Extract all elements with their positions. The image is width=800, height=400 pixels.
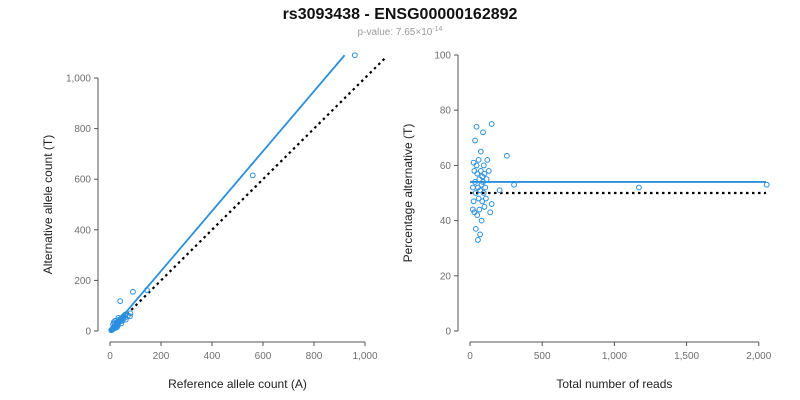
data-point	[472, 190, 479, 196]
data-point	[470, 198, 477, 205]
x-tick-label: 1,500	[674, 351, 699, 362]
x-tick-label: 0	[107, 351, 113, 362]
data-point	[476, 176, 483, 183]
data-point	[475, 237, 481, 243]
y-tick-label: 600	[74, 175, 91, 186]
data-point	[117, 298, 124, 305]
x-tick-label: 1,000	[352, 351, 377, 362]
data-point	[144, 287, 150, 293]
data-point	[488, 121, 495, 127]
data-point	[113, 324, 120, 331]
data-point	[110, 319, 117, 326]
data-point	[472, 179, 478, 185]
y-axis-label: Percentage alternative (T)	[401, 124, 415, 263]
y-tick-label: 40	[440, 216, 452, 227]
y-tick-label: 0	[85, 327, 91, 338]
data-point	[474, 212, 481, 218]
data-point	[115, 314, 122, 321]
data-point	[483, 176, 490, 183]
data-point	[478, 217, 485, 224]
y-tick-label: 60	[440, 161, 452, 172]
data-point	[473, 123, 480, 130]
data-point	[475, 195, 482, 202]
x-tick-label: 0	[467, 351, 473, 362]
y-tick-label: 100	[434, 51, 451, 62]
data-point	[496, 187, 503, 194]
data-point	[480, 190, 487, 196]
data-point	[351, 52, 358, 59]
data-point	[477, 231, 484, 238]
allele-count-scatter-panel: 0 200 400 600 800 1,000 0 200 400 600 800 1,000 Refe…	[41, 52, 387, 391]
y-tick-label: 800	[74, 124, 91, 135]
data-point	[487, 209, 494, 216]
fit-line	[109, 54, 346, 332]
data-point	[481, 203, 488, 210]
data-point	[130, 288, 136, 295]
data-point	[473, 162, 480, 169]
x-tick-label: 600	[255, 351, 272, 362]
data-point	[108, 327, 115, 334]
data-point	[475, 156, 482, 163]
y-axis-label: Alternative allele count (T)	[41, 135, 55, 274]
data-point	[485, 168, 492, 174]
data-point	[470, 159, 477, 166]
p-value-text: p-value: 7.65×10	[357, 27, 433, 38]
data-point	[488, 201, 495, 207]
x-tick-label: 200	[153, 351, 170, 362]
data-point	[249, 172, 256, 179]
p-value-exponent: -14	[432, 26, 443, 33]
chart-title: rs3093438 - ENSG00000162892	[282, 6, 518, 23]
data-point	[482, 195, 489, 202]
y-tick-label: 0	[445, 327, 451, 338]
data-point	[118, 320, 125, 327]
data-point	[477, 168, 484, 174]
data-point	[472, 137, 478, 144]
data-point	[480, 162, 487, 169]
x-tick-label: 500	[534, 351, 551, 362]
percentage-alternative-scatter-panel: 0 500 1,000 1,500 2,000 0 20 40 60 80 100 Total num…	[401, 51, 772, 392]
data-point	[471, 209, 478, 216]
data-point	[511, 181, 517, 188]
y-tick-label: 200	[74, 276, 91, 287]
x-tick-label: 2,000	[746, 351, 771, 362]
data-point	[469, 184, 476, 191]
x-tick-label: 1,000	[602, 351, 627, 362]
data-point	[472, 225, 479, 232]
x-tick-label: 800	[306, 351, 323, 362]
data-point	[474, 170, 481, 177]
reference-line	[109, 56, 387, 332]
x-axis-label: Reference allele count (A)	[168, 377, 307, 391]
y-tick-label: 20	[440, 271, 452, 282]
data-point	[479, 198, 486, 205]
data-point	[476, 206, 483, 213]
data-point	[478, 181, 485, 188]
y-tick-label: 400	[74, 225, 91, 236]
y-tick-label: 1,000	[66, 74, 91, 85]
x-tick-label: 400	[204, 351, 221, 362]
data-point	[124, 312, 131, 319]
data-point	[636, 184, 642, 191]
data-point	[503, 152, 510, 159]
y-tick-label: 80	[440, 106, 452, 117]
data-point	[484, 156, 491, 163]
data-point	[480, 129, 486, 136]
data-point	[110, 321, 116, 328]
data-point	[477, 148, 484, 155]
data-point	[480, 179, 486, 185]
chart-subtitle: p-value: 7.65×10-14	[0, 26, 800, 38]
data-point	[471, 168, 478, 174]
data-point	[469, 206, 476, 213]
x-axis-label: Total number of reads	[556, 377, 672, 391]
data-point	[763, 181, 770, 188]
data-point	[482, 184, 489, 191]
